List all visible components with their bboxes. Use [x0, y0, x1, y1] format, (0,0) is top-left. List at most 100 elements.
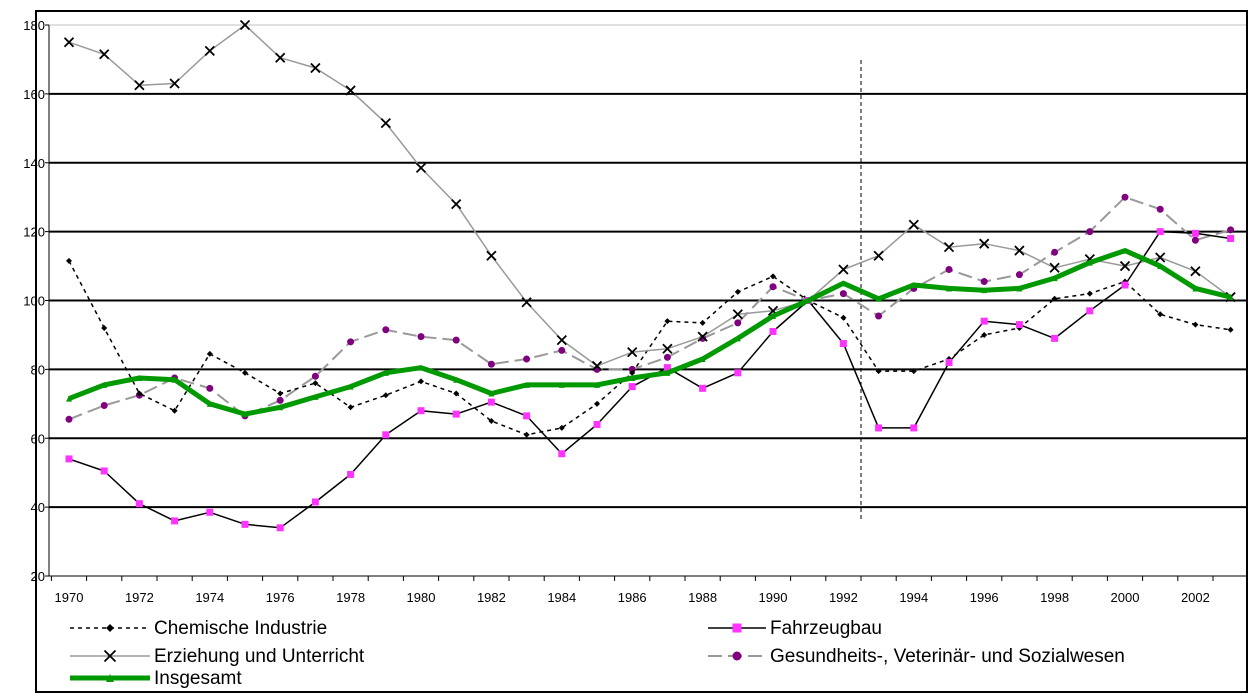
- data-point: [980, 317, 988, 325]
- data-point: [875, 424, 883, 432]
- data-point: [699, 319, 706, 326]
- legend-label: Chemische Industrie: [154, 618, 327, 639]
- data-point: [311, 498, 319, 506]
- data-point: [945, 266, 953, 274]
- data-point: [134, 80, 145, 91]
- data-point: [242, 369, 248, 376]
- y-tick-label: 140: [23, 156, 45, 171]
- data-point: [487, 360, 495, 368]
- data-point: [1122, 247, 1128, 254]
- data-point: [663, 353, 671, 361]
- x-tick-label: 1988: [688, 590, 717, 605]
- data-point: [1049, 262, 1060, 273]
- legend-item: Fahrzeugbau: [708, 618, 882, 639]
- data-point: [312, 380, 319, 387]
- data-point: [311, 372, 319, 380]
- x-tick-label: 1978: [336, 590, 365, 605]
- data-point: [523, 355, 531, 363]
- data-point: [556, 334, 567, 346]
- y-tick-label: 100: [23, 294, 45, 309]
- data-point: [171, 376, 178, 383]
- data-point: [1086, 290, 1093, 297]
- legend-item: Gesundheits-, Veterinär- und Sozialwesen: [708, 646, 1125, 667]
- legend-marker: [732, 623, 742, 633]
- data-point: [873, 250, 884, 261]
- data-point: [206, 400, 213, 407]
- y-tick-label: 120: [23, 225, 45, 240]
- data-point: [418, 378, 424, 385]
- data-point: [312, 393, 319, 400]
- y-tick-label: 160: [23, 87, 45, 102]
- data-point: [558, 424, 565, 431]
- data-point: [277, 390, 284, 397]
- data-point: [1015, 321, 1023, 329]
- data-point: [594, 381, 600, 388]
- x-tick-label: 1976: [266, 590, 295, 605]
- data-point: [734, 288, 741, 295]
- data-point: [1051, 275, 1058, 282]
- data-point: [345, 85, 356, 96]
- y-tick-label: 60: [31, 431, 45, 446]
- legend-item: Erziehung und Unterricht: [70, 646, 365, 667]
- data-point: [521, 297, 532, 308]
- legend-item: Insgesamt: [70, 668, 242, 689]
- gridlines: [49, 24, 1247, 509]
- axes: 20 40 60 80 100 120 140 160 180 1970 1972 1974 1976 1…: [23, 18, 1247, 605]
- x-tick-label: 1974: [195, 590, 224, 605]
- data-point: [171, 517, 179, 525]
- data-point: [136, 374, 143, 381]
- data-point: [1086, 307, 1094, 315]
- data-point: [453, 390, 460, 397]
- data-point: [347, 383, 354, 390]
- legend-marker: [106, 624, 114, 632]
- data-point: [382, 369, 389, 376]
- data-point: [1014, 245, 1025, 256]
- data-point: [699, 384, 707, 392]
- legend: Chemische Industrie Fahrzeugbau Erziehung …: [70, 618, 1125, 689]
- data-point: [910, 424, 918, 432]
- data-point: [382, 431, 390, 439]
- data-point: [239, 19, 251, 31]
- x-tick-label: 1972: [125, 590, 154, 605]
- data-point: [347, 404, 354, 411]
- x-tick-label: 1998: [1040, 590, 1069, 605]
- data-point: [1086, 259, 1093, 266]
- data-point: [347, 470, 355, 478]
- data-point: [452, 410, 460, 418]
- data-point: [1016, 285, 1023, 292]
- data-point: [981, 331, 988, 338]
- data-point: [1119, 260, 1131, 272]
- data-point: [487, 398, 495, 406]
- data-point: [697, 331, 708, 342]
- data-point: [840, 314, 847, 321]
- data-point: [135, 500, 143, 508]
- x-tick-label: 1980: [407, 590, 436, 605]
- data-point: [415, 162, 427, 174]
- data-point: [1192, 321, 1199, 328]
- data-point: [629, 374, 636, 381]
- data-point: [840, 280, 847, 287]
- legend-marker: [103, 649, 117, 663]
- data-point: [908, 219, 919, 230]
- data-point: [1157, 263, 1164, 270]
- data-point: [171, 407, 178, 414]
- y-tick-label: 180: [23, 18, 45, 33]
- data-point: [628, 383, 636, 391]
- data-point: [664, 318, 671, 325]
- data-point: [662, 343, 673, 354]
- data-point: [1227, 326, 1234, 333]
- data-point: [629, 369, 636, 376]
- data-point: [979, 238, 990, 249]
- data-point: [63, 37, 75, 48]
- data-point: [1051, 248, 1059, 256]
- legend-label: Insgesamt: [154, 668, 242, 689]
- data-point: [945, 358, 953, 366]
- series-0: [66, 257, 1234, 438]
- legend-label: Fahrzeugbau: [770, 618, 882, 639]
- y-tick-label: 20: [31, 569, 45, 584]
- data-point: [99, 49, 110, 60]
- data-point: [663, 364, 671, 372]
- data-point: [1121, 193, 1129, 201]
- series-lines: [63, 19, 1236, 532]
